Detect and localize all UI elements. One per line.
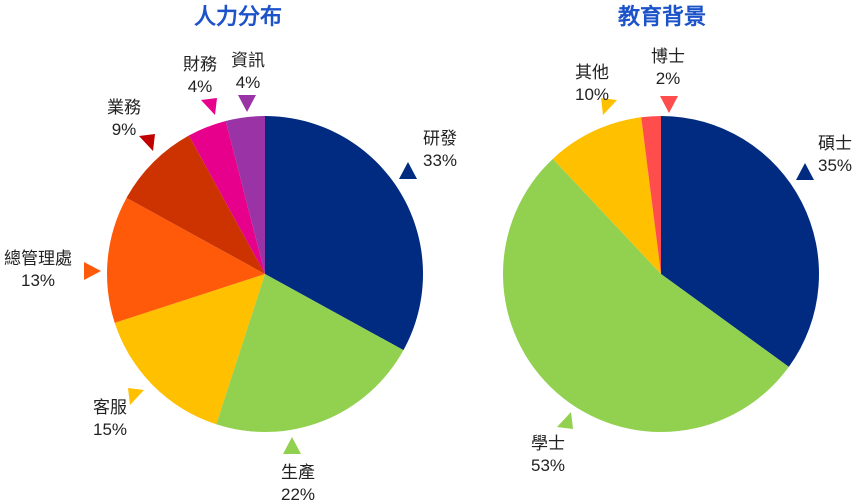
pie-slice [114, 274, 265, 425]
legend-marker [84, 262, 101, 280]
legend-marker [238, 95, 256, 112]
legend-marker [201, 98, 217, 115]
slice-percent: 10% [575, 85, 609, 104]
chart-title-staff-distribution: 人力分布 [194, 4, 282, 30]
legend-marker [557, 412, 573, 429]
chart-title-education: 教育背景 [618, 4, 706, 30]
pie-slice [106, 197, 265, 323]
slice-label: 總管理處 [4, 249, 72, 268]
pie-slice [225, 116, 265, 274]
slice-percent: 4% [188, 77, 213, 96]
pie-slice [641, 116, 661, 274]
pie-slice [126, 135, 265, 274]
slice-percent: 9% [112, 120, 137, 139]
slice-label: 客服 [93, 398, 127, 417]
slice-percent: 22% [281, 485, 315, 501]
slice-percent: 53% [531, 456, 565, 475]
legend-marker [660, 96, 678, 113]
slice-label: 財務 [183, 55, 217, 74]
slice-label: 其他 [575, 63, 609, 82]
slice-percent: 33% [423, 151, 457, 170]
slice-percent: 2% [656, 69, 681, 88]
slice-percent: 15% [93, 420, 127, 439]
pie-slice [661, 116, 819, 367]
legend-marker [601, 98, 617, 115]
pie-staff-distribution: 研發 33% 生產 22% 客服 15% 總管理處 13% 業務 9% 財務 4% 資訊 4% [4, 51, 457, 501]
slice-label: 博士 [651, 47, 685, 66]
legend-marker [128, 388, 144, 405]
slice-label: 業務 [107, 98, 141, 117]
legend-marker [283, 437, 301, 454]
slice-percent: 4% [236, 73, 261, 92]
legend-marker [796, 163, 814, 180]
slice-label: 研發 [423, 129, 457, 148]
legend-marker [399, 162, 417, 179]
pie-slice [216, 274, 404, 433]
pie-slice [552, 117, 661, 274]
pie-slice [265, 116, 424, 351]
slice-percent: 13% [21, 271, 55, 290]
pie-slice [188, 120, 265, 275]
pie-education: 碩士 35% 學士 53% 其他 10% 博士 2% [502, 47, 852, 475]
slice-label: 生產 [281, 463, 315, 482]
slice-label: 學士 [531, 434, 565, 453]
legend-marker [139, 134, 155, 151]
slice-percent: 35% [818, 156, 852, 175]
pie-slice [502, 158, 789, 433]
slice-label: 資訊 [231, 51, 265, 70]
slice-label: 碩士 [818, 134, 852, 153]
